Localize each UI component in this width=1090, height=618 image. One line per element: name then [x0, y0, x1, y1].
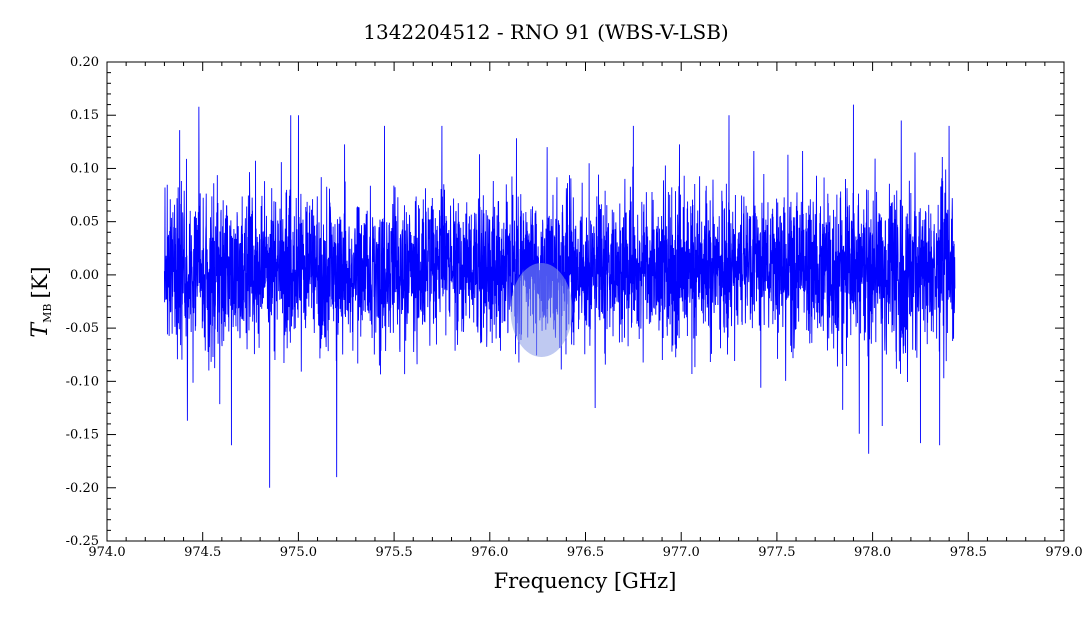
- y-tick-label: 0.00: [70, 268, 99, 283]
- x-tick-label: 978.0: [854, 545, 891, 560]
- chart-title: 1342204512 - RNO 91 (WBS-V-LSB): [363, 20, 728, 44]
- y-tick-label: 0.15: [70, 108, 99, 123]
- y-tick-label: -0.15: [66, 428, 99, 443]
- x-tick-label: 974.5: [184, 545, 221, 560]
- x-tick-label: 976.5: [567, 545, 604, 560]
- x-tick-label: 977.5: [758, 545, 795, 560]
- y-tick-label: -0.10: [66, 374, 99, 389]
- y-axis: 0.20 0.15 0.10 0.05 0.00 -0.05 -0.10 -0.15 -0.20…: [66, 55, 1064, 549]
- x-tick-label: 977.0: [663, 545, 700, 560]
- y-axis-label-subscript: MB: [41, 304, 54, 323]
- y-axis-label-symbol: T: [28, 321, 53, 338]
- y-tick-label: -0.20: [66, 481, 99, 496]
- y-axis-label: TMB [K]: [28, 266, 54, 337]
- x-tick-label: 976.0: [471, 545, 508, 560]
- y-tick-label: 0.05: [70, 215, 99, 230]
- y-tick-label: -0.25: [66, 534, 99, 549]
- svg-text:TMB[K]: TMB [K]: [28, 266, 54, 337]
- y-tick-label: 0.10: [70, 161, 99, 176]
- y-tick-label: 0.20: [70, 55, 99, 70]
- x-axis: 974.0 974.5 975.0 975.5 976.0 976.5 977.0 977.5…: [88, 62, 1083, 560]
- x-tick-label: 978.5: [950, 545, 987, 560]
- highlight-marker: [510, 263, 573, 358]
- y-axis-label-unit: [K]: [28, 266, 52, 298]
- x-tick-label: 979.0: [1045, 545, 1082, 560]
- x-tick-label: 975.5: [375, 545, 412, 560]
- x-axis-label: Frequency [GHz]: [494, 569, 677, 593]
- x-tick-label: 974.0: [88, 545, 125, 560]
- y-tick-label: -0.05: [66, 321, 99, 336]
- x-tick-label: 975.0: [280, 545, 317, 560]
- highlight-layer: [510, 263, 573, 358]
